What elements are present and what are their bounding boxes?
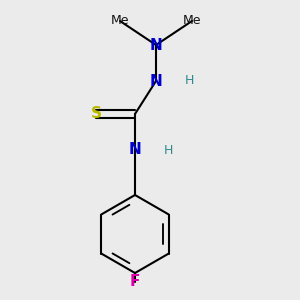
Text: F: F xyxy=(130,274,140,290)
Text: N: N xyxy=(150,74,162,88)
Text: Me: Me xyxy=(183,14,201,28)
Text: H: H xyxy=(184,74,194,88)
Text: N: N xyxy=(129,142,141,158)
Text: H: H xyxy=(163,143,173,157)
Text: N: N xyxy=(150,38,162,52)
Text: S: S xyxy=(91,106,101,122)
Text: Me: Me xyxy=(111,14,129,28)
